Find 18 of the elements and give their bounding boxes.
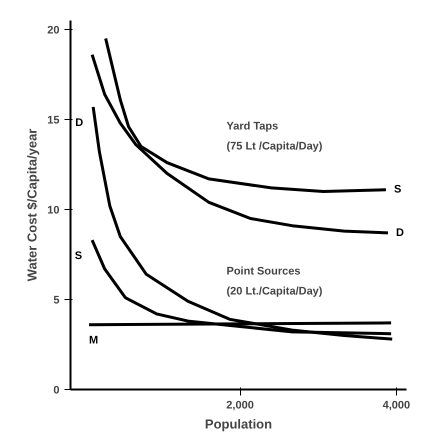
- y-tick-label: 5: [53, 294, 60, 306]
- series-label: S: [394, 184, 402, 196]
- annotation: Point Sources: [226, 266, 300, 278]
- series-label: S: [74, 250, 82, 262]
- y-tick-label: 10: [47, 204, 60, 216]
- annotation: Yard Taps: [226, 120, 278, 132]
- y-tick-label: 15: [47, 114, 60, 126]
- series-label: D: [75, 116, 84, 129]
- series-label: D: [396, 226, 404, 239]
- series-label: M: [89, 334, 98, 347]
- y-tick-label: 20: [47, 24, 60, 36]
- y-axis-title: Water Cost $/Capita/year: [24, 128, 40, 282]
- y-tick-label: 0: [53, 384, 60, 396]
- x-tick-label: 2,000: [226, 400, 254, 412]
- annotation: (75 Lt /Capita/Day): [226, 140, 323, 152]
- x-axis-title: Population: [204, 416, 272, 432]
- x-tick-label: 4,000: [382, 400, 410, 412]
- annotation: (20 Lt./Capita/Day): [226, 286, 323, 298]
